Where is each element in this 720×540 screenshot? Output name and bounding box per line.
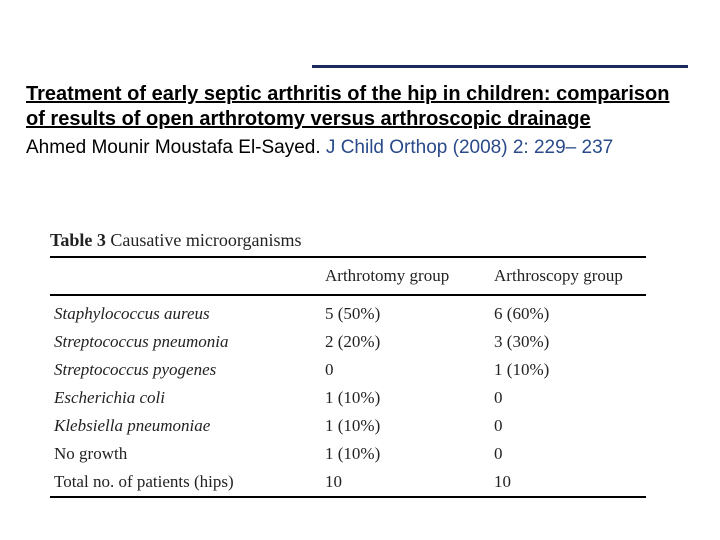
arthrotomy-value: 1 (10%) — [321, 384, 490, 412]
table-row: Total no. of patients (hips)1010 — [50, 468, 646, 496]
header-divider — [312, 65, 688, 68]
table-header-row: Arthrotomy group Arthroscopy group — [50, 257, 646, 295]
table-bottom-rule — [50, 496, 646, 498]
arthroscopy-value: 0 — [490, 384, 646, 412]
arthrotomy-value: 10 — [321, 468, 490, 496]
table-row: Staphylococcus aureus5 (50%)6 (60%) — [50, 300, 646, 328]
table-row: Streptococcus pneumonia2 (20%)3 (30%) — [50, 328, 646, 356]
table-row: No growth1 (10%)0 — [50, 440, 646, 468]
header-block: Treatment of early septic arthritis of t… — [26, 82, 686, 161]
organism-name: Staphylococcus aureus — [50, 300, 321, 328]
table-row: Escherichia coli1 (10%)0 — [50, 384, 646, 412]
arthroscopy-value: 3 (30%) — [490, 328, 646, 356]
arthrotomy-value: 1 (10%) — [321, 412, 490, 440]
organism-name: Klebsiella pneumoniae — [50, 412, 321, 440]
organism-name: Escherichia coli — [50, 384, 321, 412]
organisms-table: Arthrotomy group Arthroscopy group Staph… — [50, 256, 646, 496]
arthrotomy-value: 2 (20%) — [321, 328, 490, 356]
arthrotomy-value: 1 (10%) — [321, 440, 490, 468]
arthroscopy-value: 0 — [490, 440, 646, 468]
organism-name: Streptococcus pyogenes — [50, 356, 321, 384]
col-header-organism — [50, 257, 321, 295]
col-header-arthrotomy: Arthrotomy group — [321, 257, 490, 295]
arthroscopy-value: 0 — [490, 412, 646, 440]
paper-citation: Ahmed Mounir Moustafa El-Sayed. J Child … — [26, 136, 686, 161]
table-caption: Table 3 Causative microorganisms — [50, 230, 646, 251]
journal-ref: J Child Orthop (2008) 2: 229– 237 — [326, 137, 613, 158]
organism-name: No growth — [50, 440, 321, 468]
table-row: Klebsiella pneumoniae1 (10%)0 — [50, 412, 646, 440]
table-caption-text: Causative microorganisms — [110, 230, 301, 250]
table-3: Table 3 Causative microorganisms Arthrot… — [50, 230, 646, 498]
table-number: Table 3 — [50, 230, 106, 250]
arthroscopy-value: 6 (60%) — [490, 300, 646, 328]
arthrotomy-value: 0 — [321, 356, 490, 384]
col-header-arthroscopy: Arthroscopy group — [490, 257, 646, 295]
arthroscopy-value: 1 (10%) — [490, 356, 646, 384]
table-row: Streptococcus pyogenes01 (10%) — [50, 356, 646, 384]
arthroscopy-value: 10 — [490, 468, 646, 496]
author-name: Ahmed Mounir Moustafa El-Sayed. — [26, 137, 321, 158]
organism-name: Total no. of patients (hips) — [50, 468, 321, 496]
paper-title: Treatment of early septic arthritis of t… — [26, 82, 686, 132]
arthrotomy-value: 5 (50%) — [321, 300, 490, 328]
organism-name: Streptococcus pneumonia — [50, 328, 321, 356]
